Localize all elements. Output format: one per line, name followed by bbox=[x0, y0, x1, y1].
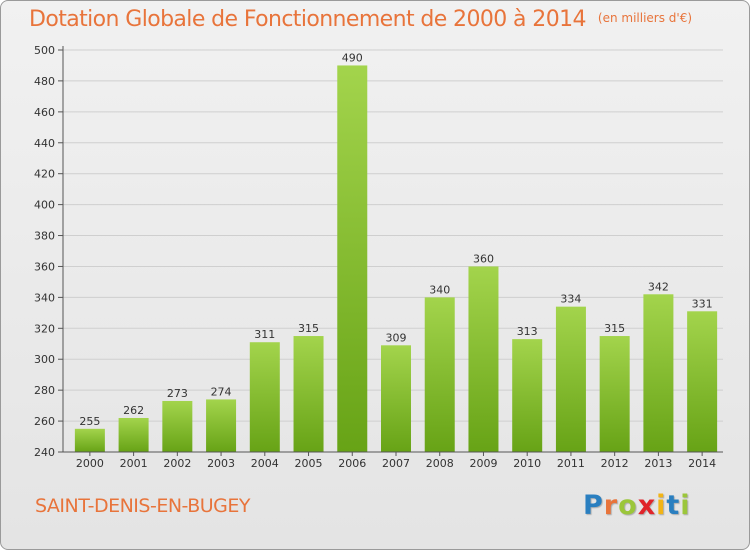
data-label-2000: 255 bbox=[79, 415, 100, 428]
bars: 255 262 273 274 311 315 490 309 340 360 313 334 315 3… bbox=[74, 51, 718, 452]
bar-2008 bbox=[424, 297, 455, 452]
bar-2004 bbox=[249, 342, 280, 452]
proxiti-logo: Proxiti bbox=[583, 490, 691, 521]
data-label-2009: 360 bbox=[473, 252, 494, 265]
logo-letter: P bbox=[583, 490, 604, 521]
data-label-2003: 274 bbox=[211, 385, 232, 398]
x-tick-label-2006: 2006 bbox=[338, 457, 366, 470]
bar-2013 bbox=[643, 294, 674, 452]
bar-2007 bbox=[381, 345, 411, 452]
x-tick-label-2001: 2001 bbox=[120, 457, 148, 470]
bar-2009 bbox=[468, 266, 499, 452]
x-tick-label-2009: 2009 bbox=[469, 457, 497, 470]
chart-title: Dotation Globale de Fonctionnement de 20… bbox=[29, 7, 692, 32]
data-label-2008: 340 bbox=[429, 283, 450, 296]
x-tick-label-2003: 2003 bbox=[207, 457, 235, 470]
x-tick-label-2011: 2011 bbox=[557, 457, 585, 470]
bar-2006 bbox=[337, 65, 368, 452]
chart-unit: (en milliers d'€) bbox=[597, 11, 693, 25]
logo-letter: x bbox=[637, 490, 657, 521]
logo-letter: t bbox=[666, 490, 681, 521]
y-tick-label: 260 bbox=[34, 415, 55, 428]
logo-letter: r bbox=[603, 490, 619, 521]
data-label-2006: 490 bbox=[342, 51, 363, 64]
bar-2000 bbox=[74, 428, 105, 452]
data-label-2007: 309 bbox=[386, 331, 407, 344]
x-tick-label-2002: 2002 bbox=[163, 457, 191, 470]
commune-name: SAINT-DENIS-EN-BUGEY bbox=[35, 495, 251, 517]
y-tick-label: 420 bbox=[34, 168, 55, 181]
data-label-2013: 342 bbox=[648, 280, 669, 293]
bar-2011 bbox=[555, 306, 586, 452]
x-tick-label-2005: 2005 bbox=[295, 457, 323, 470]
y-tick-label: 240 bbox=[34, 446, 55, 459]
y-tick-label: 320 bbox=[34, 322, 55, 335]
logo-letter: i bbox=[680, 490, 691, 521]
bar-2010 bbox=[512, 339, 543, 452]
y-tick-label: 280 bbox=[34, 384, 55, 397]
x-tick-label-2000: 2000 bbox=[76, 457, 104, 470]
data-label-2005: 315 bbox=[298, 322, 319, 335]
x-tick-label-2014: 2014 bbox=[688, 457, 716, 470]
bar-2002 bbox=[162, 400, 193, 452]
bar-2012 bbox=[599, 336, 630, 452]
x-tick-label-2010: 2010 bbox=[513, 457, 541, 470]
y-tick-label: 300 bbox=[34, 353, 55, 366]
data-label-2001: 262 bbox=[123, 404, 144, 417]
bar-2001 bbox=[118, 417, 149, 452]
y-tick-label: 440 bbox=[34, 137, 55, 150]
y-tick-label: 380 bbox=[34, 230, 55, 243]
logo-letter: o bbox=[618, 490, 638, 521]
y-tick-label: 500 bbox=[34, 44, 55, 57]
x-tick-label-2012: 2012 bbox=[601, 457, 629, 470]
y-tick-label: 460 bbox=[34, 106, 55, 119]
data-label-2004: 311 bbox=[254, 328, 275, 341]
data-label-2002: 273 bbox=[167, 387, 188, 400]
data-label-2010: 313 bbox=[517, 325, 538, 338]
y-tick-label: 480 bbox=[34, 75, 55, 88]
data-label-2012: 315 bbox=[604, 322, 625, 335]
x-tick-label-2007: 2007 bbox=[382, 457, 410, 470]
bar-2003 bbox=[206, 399, 237, 452]
x-tick-label-2008: 2008 bbox=[426, 457, 454, 470]
x-tick-label-2013: 2013 bbox=[644, 457, 672, 470]
y-tick-label: 360 bbox=[34, 260, 55, 273]
bar-2014 bbox=[687, 311, 718, 452]
logo-letter: i bbox=[656, 490, 667, 521]
bar-2005 bbox=[293, 336, 324, 452]
data-label-2011: 334 bbox=[560, 293, 581, 306]
x-tick-label-2004: 2004 bbox=[251, 457, 279, 470]
y-tick-label: 400 bbox=[34, 199, 55, 212]
chart-title-text: Dotation Globale de Fonctionnement de 20… bbox=[29, 7, 587, 32]
data-label-2014: 331 bbox=[692, 297, 713, 310]
axes: 240 260 280 300 320 340 360 380 400 420 440 460 480 5… bbox=[34, 44, 723, 470]
y-tick-label: 340 bbox=[34, 291, 55, 304]
